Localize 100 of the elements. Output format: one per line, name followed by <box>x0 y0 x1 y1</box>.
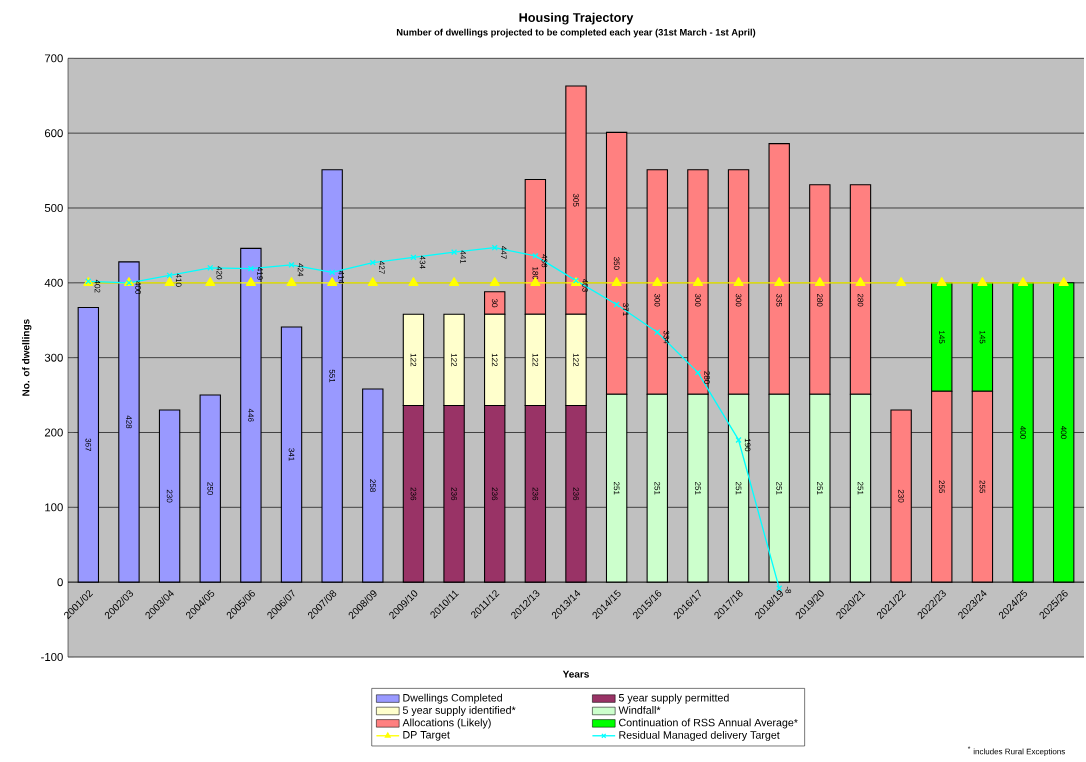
data-label: 122 <box>573 353 579 367</box>
data-label: 434 <box>419 255 426 269</box>
data-label: 300 <box>654 293 661 307</box>
data-label: 230 <box>166 489 173 503</box>
point <box>692 277 703 287</box>
point <box>896 277 907 287</box>
y-tick-label: 300 <box>44 353 63 362</box>
data-label: 251 <box>695 481 701 495</box>
point <box>288 261 295 268</box>
data-label: 400 <box>1060 426 1067 439</box>
y-tick-label: 400 <box>44 278 63 287</box>
data-label: 420 <box>216 266 223 280</box>
legend-label: Allocations (Likely) <box>402 718 491 729</box>
data-label: 122 <box>491 353 498 367</box>
point <box>327 277 338 287</box>
point <box>164 277 175 287</box>
point <box>369 259 376 266</box>
data-label: 427 <box>379 261 385 274</box>
data-label: 436 <box>541 254 548 268</box>
legend-label: 5 year supply identified* <box>402 706 516 717</box>
point <box>367 277 378 287</box>
data-label: 305 <box>573 193 579 207</box>
data-label: 446 <box>248 408 254 422</box>
data-label: 551 <box>329 369 335 383</box>
data-label: 300 <box>695 293 701 307</box>
data-label: 251 <box>817 481 823 495</box>
data-label: 255 <box>979 480 986 494</box>
point <box>410 254 417 261</box>
y-tick-label: 600 <box>44 129 63 138</box>
y-tick-label: 500 <box>44 203 63 212</box>
y-tick-label: 700 <box>44 54 63 63</box>
data-label: 371 <box>622 303 629 316</box>
point <box>1017 277 1029 287</box>
point <box>491 244 498 251</box>
point <box>329 269 336 276</box>
data-label: 255 <box>938 480 945 494</box>
legend-label: 5 year supply permitted <box>618 693 729 704</box>
data-label: 335 <box>776 293 783 307</box>
point <box>855 277 866 287</box>
data-label: 251 <box>857 481 864 495</box>
legend-label: Windfall* <box>618 706 661 714</box>
data-label: 180 <box>532 267 539 280</box>
data-label: 428 <box>126 415 132 429</box>
point <box>245 277 256 287</box>
legend-label: Dwellings Completed <box>403 693 502 704</box>
data-label: 334 <box>663 330 670 344</box>
data-label: 236 <box>491 487 498 501</box>
data-label: 300 <box>735 293 742 307</box>
data-label: 341 <box>288 448 295 461</box>
y-axis-title: No. of dwellings <box>22 319 32 396</box>
data-label: -8 <box>785 586 792 594</box>
point <box>166 272 173 279</box>
data-label: 145 <box>979 331 986 344</box>
point <box>694 369 702 376</box>
data-label: 400 <box>135 281 141 295</box>
y-tick-label: 200 <box>44 428 63 437</box>
point <box>774 277 785 287</box>
data-label: 280 <box>857 293 864 307</box>
point <box>735 436 742 444</box>
data-label: 230 <box>898 489 904 503</box>
data-label: 350 <box>613 257 620 270</box>
point <box>207 264 214 271</box>
point <box>977 277 988 287</box>
text: $^{*}$ includes Rural Exceptions <box>967 746 1065 756</box>
data-label: 145 <box>938 331 945 344</box>
point <box>286 277 297 287</box>
data-label: 236 <box>573 487 579 501</box>
data-label: 258 <box>369 479 376 492</box>
data-label: 410 <box>175 273 182 287</box>
data-label: 251 <box>613 481 620 495</box>
data-label: 414 <box>338 270 344 284</box>
data-label: 251 <box>654 481 661 495</box>
data-label: 424 <box>297 263 304 277</box>
point <box>814 277 825 287</box>
chart-title: Housing Trajectory <box>519 12 634 25</box>
point <box>532 252 539 259</box>
chart-subtitle: Number of dwellings projected to be completed each year (31st March - 1st April) <box>396 28 756 38</box>
point <box>654 329 661 336</box>
legend-label: DP Target <box>403 731 450 741</box>
point <box>1058 277 1069 287</box>
point <box>449 277 460 287</box>
legend-label: Residual Managed delivery Target <box>619 730 780 741</box>
point <box>408 277 419 287</box>
point <box>205 277 216 287</box>
point <box>247 265 254 272</box>
data-label: 236 <box>451 487 457 501</box>
point <box>489 277 500 287</box>
data-label: 236 <box>532 487 539 501</box>
data-label: 400 <box>1020 426 1026 439</box>
point <box>733 277 744 287</box>
data-label: 122 <box>410 353 417 367</box>
data-label: 367 <box>85 438 92 452</box>
data-label: 236 <box>410 487 417 501</box>
legend-label: Continuation of RSS Annual Average* <box>619 718 798 729</box>
data-label: 251 <box>776 481 783 495</box>
data-label: 280 <box>817 293 823 307</box>
y-tick-label: 100 <box>45 503 63 512</box>
data-label: 251 <box>735 481 742 495</box>
y-tick-label: -100 <box>41 652 63 661</box>
data-label: 402 <box>94 279 101 293</box>
